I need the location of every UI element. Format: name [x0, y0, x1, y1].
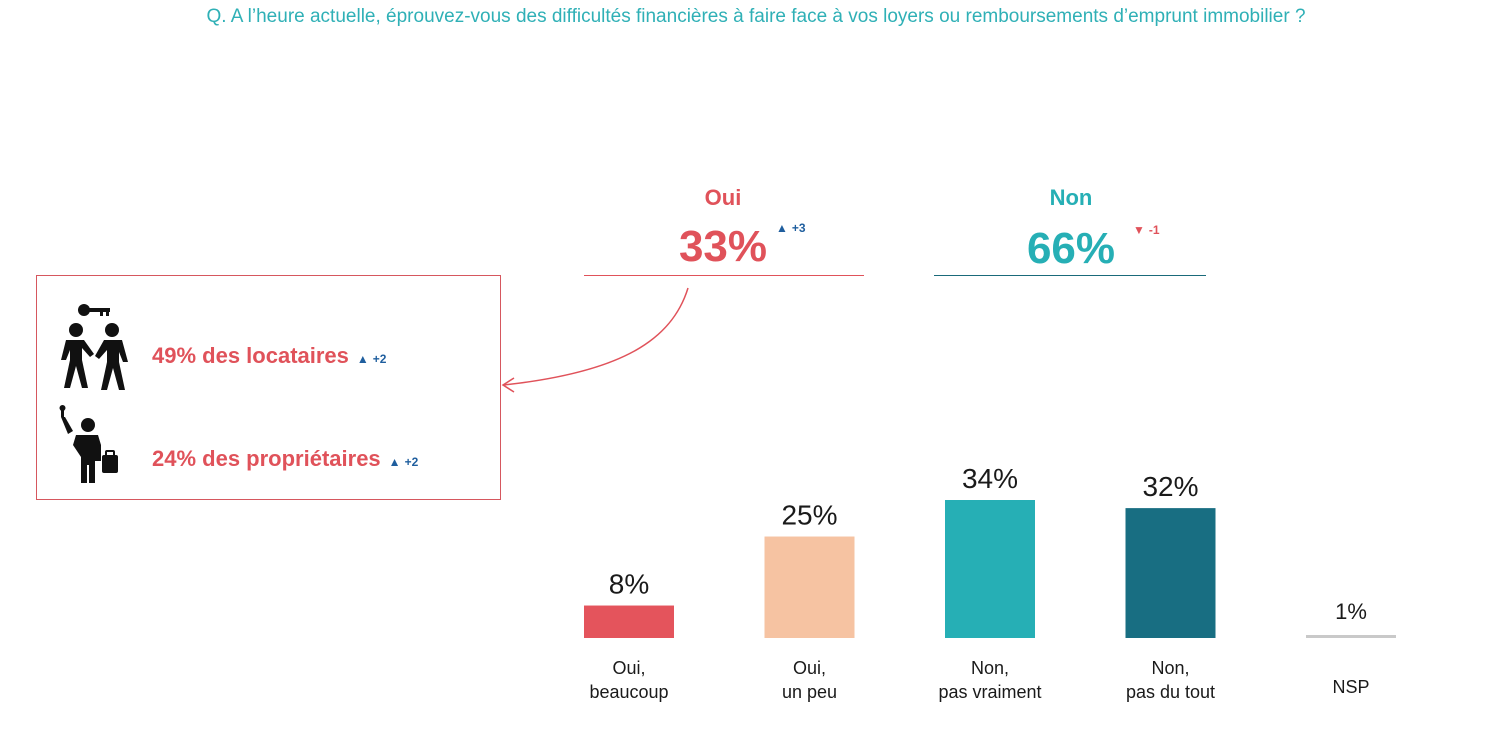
- category-label-2: Non, pas vraiment: [938, 658, 1041, 702]
- non-delta-value: -1: [1148, 223, 1160, 237]
- oui-label: Oui: [704, 185, 742, 210]
- segment-row-owners: 24% des propriétaires ▲ +2: [152, 445, 418, 473]
- segment-owners-delta-value: +2: [404, 455, 419, 469]
- non-delta: ▼ -1: [1133, 223, 1160, 237]
- segment-owners-delta: ▲ +2: [389, 455, 419, 469]
- segment-row-tenants: 49% des locataires ▲ +2: [152, 342, 386, 370]
- oui-rule: [584, 275, 864, 276]
- bar-2: [945, 500, 1035, 638]
- segment-owners-text: 24% des propriétaires: [152, 446, 381, 471]
- category-label-4: NSP: [1332, 677, 1369, 697]
- bar-value-label-1: 25%: [781, 500, 837, 531]
- segment-tenants-delta-value: +2: [372, 352, 387, 366]
- bar-value-label-0: 8%: [609, 569, 649, 600]
- segment-callout-box: [36, 275, 501, 500]
- trend-up-icon: ▲: [776, 221, 788, 235]
- bar-1: [764, 536, 855, 638]
- non-label: Non: [1049, 185, 1093, 210]
- oui-value: 33%: [678, 222, 768, 271]
- trend-up-icon: ▲: [388, 455, 401, 469]
- non-rule: [934, 275, 1206, 276]
- bar-value-label-2: 34%: [962, 463, 1018, 494]
- category-label-3: Non, pas du tout: [1126, 658, 1215, 702]
- bar-0: [584, 605, 674, 638]
- oui-delta-value: +3: [791, 221, 806, 235]
- owner-with-key-and-briefcase-icon: [59, 405, 118, 483]
- bar-value-label-3: 32%: [1142, 471, 1198, 502]
- bar-4: [1306, 635, 1396, 638]
- tenants-handshake-key-icon: [61, 304, 128, 390]
- segment-tenants-text: 49% des locataires: [152, 343, 349, 368]
- category-label-0: Oui, beaucoup: [589, 658, 668, 702]
- oui-delta: ▲ +3: [776, 221, 806, 235]
- segment-tenants-delta: ▲ +2: [357, 352, 387, 366]
- question-title: Q. A l’heure actuelle, éprouvez-vous des…: [206, 6, 1306, 27]
- trend-up-icon: ▲: [356, 352, 369, 366]
- bar-3: [1125, 508, 1216, 638]
- category-label-1: Oui, un peu: [782, 658, 837, 702]
- trend-down-icon: ▼: [1133, 223, 1145, 237]
- bar-value-label-4: 1%: [1335, 599, 1367, 624]
- non-value: 66%: [1026, 224, 1116, 273]
